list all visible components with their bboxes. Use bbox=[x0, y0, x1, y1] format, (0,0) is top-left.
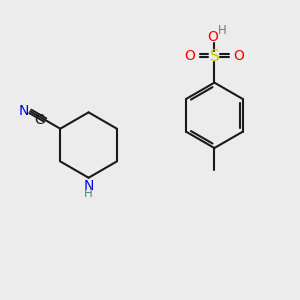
Text: O: O bbox=[184, 49, 195, 63]
Text: S: S bbox=[209, 50, 219, 64]
Text: C: C bbox=[34, 113, 44, 127]
Text: O: O bbox=[207, 30, 218, 44]
Text: H: H bbox=[84, 187, 93, 200]
Text: H: H bbox=[218, 24, 227, 37]
Text: N: N bbox=[83, 179, 94, 193]
Text: O: O bbox=[234, 49, 244, 63]
Text: N: N bbox=[19, 104, 29, 118]
